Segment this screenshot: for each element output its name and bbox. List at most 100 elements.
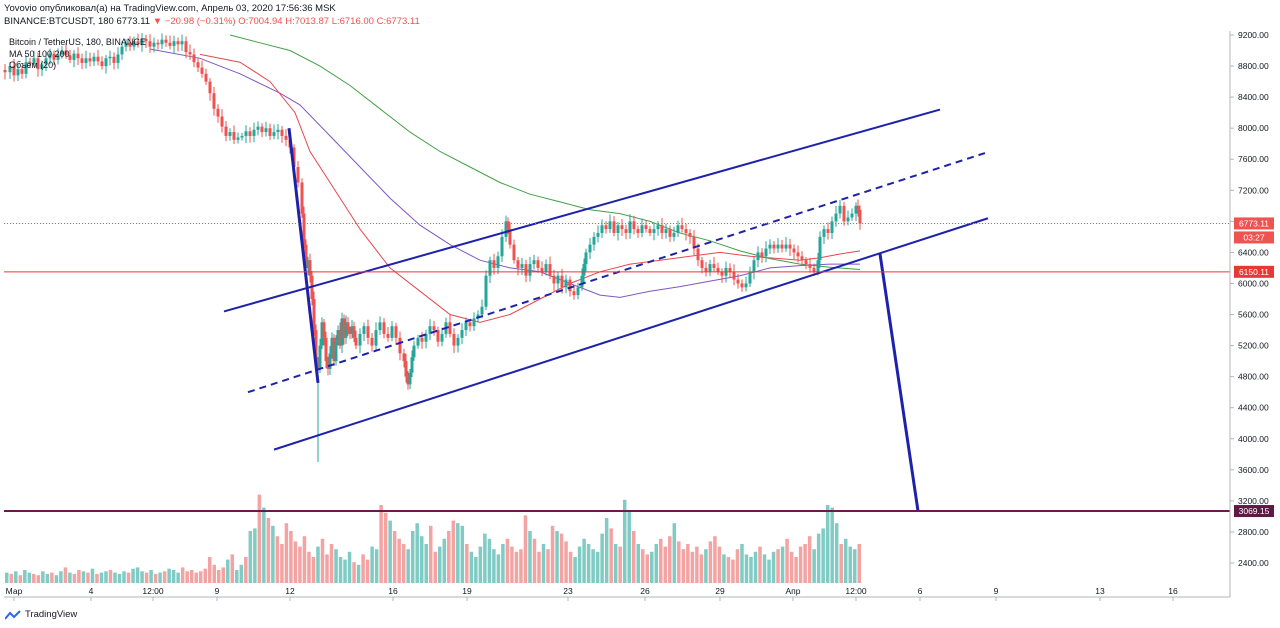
- volume-bar: [555, 531, 559, 583]
- volume-bar: [852, 549, 857, 583]
- volume-bar: [713, 536, 717, 583]
- volume-bar: [645, 554, 650, 583]
- candle-body: [264, 128, 268, 133]
- volume-bar: [798, 546, 803, 583]
- candle-body: [632, 221, 636, 230]
- candle-body: [136, 41, 140, 45]
- candle-body: [692, 236, 696, 249]
- volume-bar: [604, 518, 609, 583]
- volume-bar: [749, 557, 753, 583]
- candle-body: [192, 54, 196, 63]
- volume-bar: [762, 554, 767, 583]
- volume-bar: [284, 523, 289, 583]
- volume-bar: [203, 568, 207, 583]
- candle-body: [88, 58, 92, 62]
- trend-drawings: [223, 108, 989, 512]
- candle-body: [40, 64, 44, 70]
- candle-body: [838, 205, 842, 214]
- candle-body: [826, 229, 830, 233]
- time-tick-label: 16: [1168, 586, 1178, 596]
- candle-body: [362, 326, 366, 334]
- volume-bar: [451, 520, 456, 583]
- candle-body: [520, 264, 524, 268]
- last-price-label-text: 6773.11: [1239, 218, 1269, 228]
- volume-bar: [140, 571, 144, 583]
- candle-body: [104, 58, 108, 67]
- candle-body: [464, 322, 468, 331]
- volume-bar: [275, 536, 280, 583]
- candle-body: [152, 42, 156, 47]
- candle-body: [252, 129, 256, 136]
- volume-bar: [162, 571, 167, 583]
- volume-bar: [541, 544, 546, 583]
- volume-bar: [14, 571, 18, 583]
- volume-bar: [361, 554, 365, 583]
- volume-bar: [293, 541, 298, 583]
- volume-bar: [496, 554, 501, 583]
- price-tick-label: 7200.00: [1238, 185, 1269, 195]
- volume-bar: [438, 546, 442, 583]
- volume-bar: [613, 544, 618, 583]
- countdown-label-box: [1234, 231, 1274, 244]
- volume-bar: [677, 541, 681, 583]
- volume-bar: [726, 557, 731, 583]
- candle-body: [480, 306, 484, 315]
- volume-bar: [600, 533, 604, 583]
- candle-body: [204, 73, 208, 82]
- candle-body: [268, 128, 272, 136]
- candle-body: [36, 58, 40, 70]
- candle-body: [68, 55, 72, 60]
- candle-body: [168, 42, 172, 46]
- candle-body: [476, 314, 480, 319]
- candle-body: [752, 260, 756, 272]
- channel-lower-line: [273, 217, 989, 451]
- candle-body: [834, 213, 838, 222]
- candle-body: [12, 66, 16, 76]
- candle-body: [776, 244, 780, 249]
- candle-body: [676, 225, 680, 233]
- volume-bar: [501, 544, 505, 583]
- candle-body: [660, 225, 664, 233]
- candle-body: [80, 58, 84, 63]
- volume-bar: [36, 575, 41, 583]
- price-tick-label: 5600.00: [1238, 310, 1269, 320]
- candle-body: [20, 69, 24, 74]
- time-tick-label: 13: [1095, 586, 1105, 596]
- candle-body: [374, 330, 378, 346]
- candle-body: [112, 56, 116, 63]
- volume-bar: [248, 531, 253, 583]
- volume-bar: [469, 551, 474, 583]
- candle-body: [382, 322, 386, 334]
- time-tick-label: 12:00: [142, 586, 164, 596]
- volume-bar: [731, 559, 735, 583]
- volume-bar: [654, 544, 659, 583]
- tradingview-logo[interactable]: TradingView: [5, 609, 77, 620]
- candle-body: [800, 256, 804, 261]
- channel-upper-line: [223, 108, 941, 313]
- volume-bar: [568, 551, 573, 583]
- price-tick-label: 6000.00: [1238, 278, 1269, 288]
- volume-bar: [735, 549, 740, 583]
- candle-body: [744, 283, 748, 288]
- candle-body: [48, 53, 52, 59]
- volume-bar: [514, 551, 519, 583]
- candle-body: [292, 147, 296, 167]
- volume-bar: [474, 557, 478, 583]
- candle-body: [296, 167, 300, 183]
- price-tick-label: 2400.00: [1238, 558, 1269, 568]
- candle-body: [432, 326, 436, 331]
- volume-bar: [153, 573, 158, 583]
- volume-bar: [825, 505, 830, 583]
- candle-body: [160, 39, 164, 45]
- candle-body: [720, 271, 724, 276]
- volume-bar: [636, 544, 640, 583]
- candle-body: [704, 267, 708, 272]
- volume-bar: [595, 551, 600, 583]
- candle-body: [500, 236, 504, 257]
- candle-body: [188, 52, 192, 55]
- candle-body: [588, 244, 592, 253]
- volume-bar: [230, 554, 235, 583]
- volume-bar: [126, 572, 131, 583]
- candle-body: [366, 326, 370, 338]
